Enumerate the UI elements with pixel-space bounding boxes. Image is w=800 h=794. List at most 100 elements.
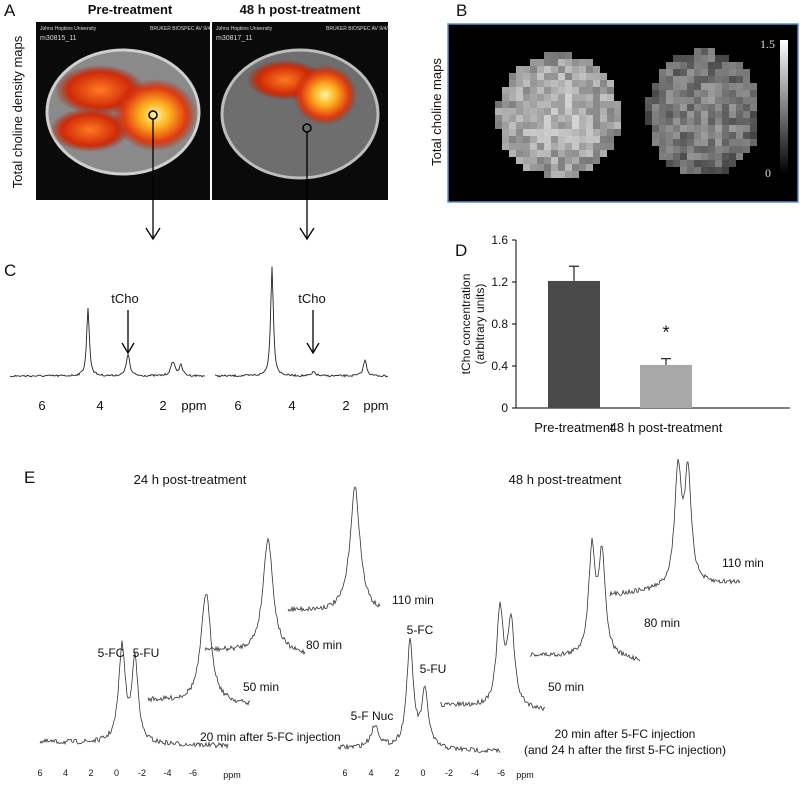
pixel (701, 97, 708, 104)
pixel (551, 66, 558, 73)
pixel (516, 143, 523, 150)
panel-label: A (4, 1, 16, 20)
pixel (551, 52, 558, 59)
spectrum (287, 486, 381, 613)
tick-label: 2 (342, 398, 349, 413)
pixel (530, 101, 537, 108)
pixel (593, 122, 600, 129)
pixel (687, 97, 694, 104)
pixel (523, 108, 530, 115)
pixel (736, 118, 743, 125)
panel-title: 48 h post-treatment (509, 472, 622, 487)
pixel (565, 164, 572, 171)
pixel (537, 115, 544, 122)
pixel (551, 143, 558, 150)
pixel (565, 143, 572, 150)
pixel (586, 157, 593, 164)
pixel (495, 101, 502, 108)
pixel (750, 97, 757, 104)
pixel (673, 76, 680, 83)
pixel (715, 55, 722, 62)
pixel (509, 129, 516, 136)
pixel (673, 160, 680, 167)
pixel (523, 129, 530, 136)
tick-label: 0 (114, 768, 119, 778)
pixel (750, 111, 757, 118)
pixel (516, 87, 523, 94)
pixel (586, 136, 593, 143)
pixel (565, 87, 572, 94)
pixel (701, 76, 708, 83)
tick-label: 4 (368, 768, 373, 778)
pixel (544, 115, 551, 122)
pixel (523, 157, 530, 164)
pixel (659, 146, 666, 153)
pixel (715, 104, 722, 111)
peak-label: tCho (298, 291, 325, 306)
significance-marker: * (662, 323, 669, 343)
pixel (544, 157, 551, 164)
image-text: m30817_11 (216, 35, 253, 42)
image-text: m30815_11 (40, 35, 77, 42)
pixel (652, 111, 659, 118)
pixel (680, 139, 687, 146)
pixel (715, 139, 722, 146)
pixel (586, 94, 593, 101)
pixel (544, 59, 551, 66)
pixel (565, 94, 572, 101)
pixel (544, 122, 551, 129)
pixel (687, 83, 694, 90)
pixel (530, 87, 537, 94)
pixel (673, 62, 680, 69)
pixel (645, 118, 652, 125)
mri-image: Johns Hopkins University BRUKER BIOSPEC … (212, 22, 391, 200)
pixel (673, 153, 680, 160)
pixel (572, 171, 579, 178)
pixel (680, 118, 687, 125)
pixel (530, 73, 537, 80)
pixel (666, 97, 673, 104)
pixel (652, 90, 659, 97)
pixel (530, 94, 537, 101)
pixel (523, 73, 530, 80)
peak-label: tCho (111, 291, 138, 306)
panel-label: D (455, 241, 467, 260)
pixel (666, 132, 673, 139)
x-tick-label: 48 h post-treatment (610, 420, 723, 435)
pixel (708, 167, 715, 174)
pixel (680, 69, 687, 76)
pixel (558, 115, 565, 122)
pixel (523, 94, 530, 101)
pixel (565, 101, 572, 108)
pixel (565, 115, 572, 122)
pixel (509, 115, 516, 122)
pixel (701, 62, 708, 69)
tick-label: 6 (38, 398, 45, 413)
pixel (572, 80, 579, 87)
pixel (680, 111, 687, 118)
pixel (558, 150, 565, 157)
pixel (502, 122, 509, 129)
pixel (593, 108, 600, 115)
pixel (694, 167, 701, 174)
pixel (750, 90, 757, 97)
pixel (687, 132, 694, 139)
pixel (687, 118, 694, 125)
pixel (694, 90, 701, 97)
pixel (586, 80, 593, 87)
pixel (593, 94, 600, 101)
pixel (495, 122, 502, 129)
pixel (708, 139, 715, 146)
panel-title: 48 h post-treatment (240, 2, 361, 17)
pixel (659, 83, 666, 90)
panel-label: E (24, 468, 35, 487)
pixel (736, 146, 743, 153)
pixel (750, 139, 757, 146)
pixel (743, 132, 750, 139)
spectrum (529, 537, 641, 662)
pixel (715, 146, 722, 153)
pixel (680, 160, 687, 167)
pixel (551, 87, 558, 94)
pixel (722, 118, 729, 125)
pixel (680, 153, 687, 160)
